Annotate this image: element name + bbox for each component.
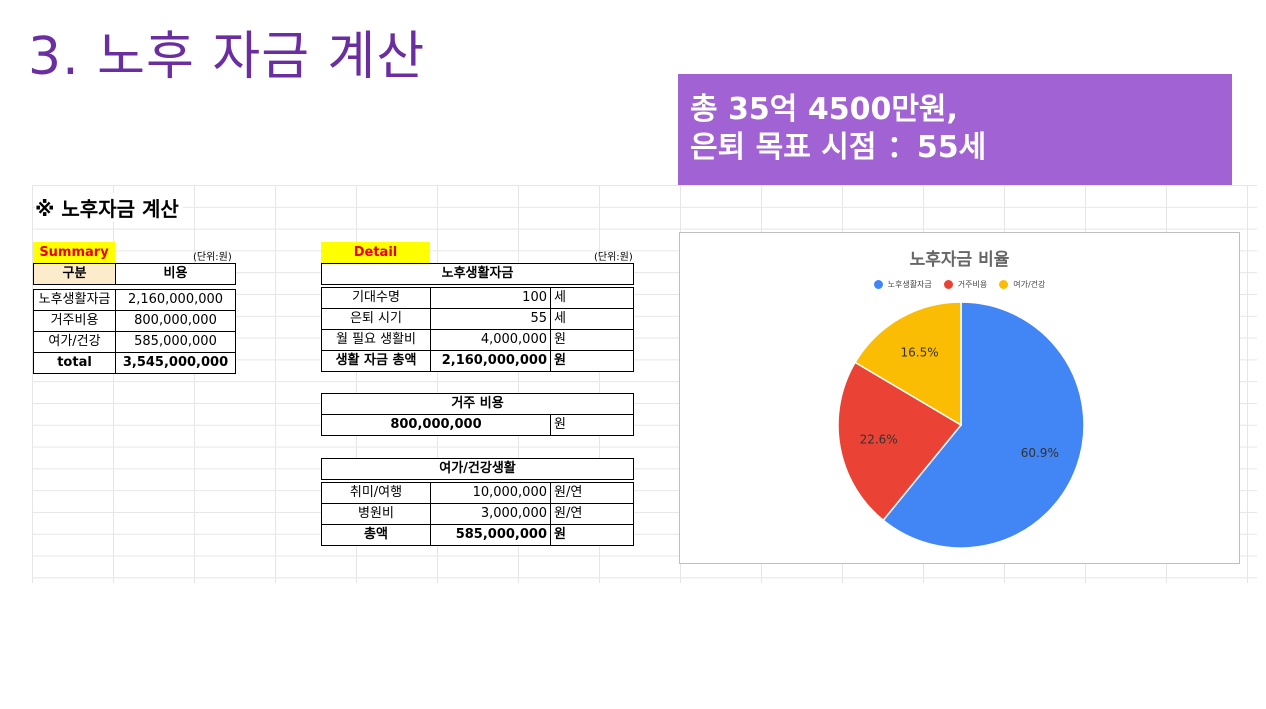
table-row: 노후생활자금 2,160,000,000 <box>33 289 236 311</box>
cell[interactable]: 2,160,000,000 <box>115 289 236 311</box>
leisure-health-table: 여가/건강생활 취미/여행 10,000,000 원/연 병원비 3,000,0… <box>321 458 634 546</box>
section-title-cell[interactable]: 노후생활자금 <box>321 263 634 285</box>
legend-label: 노후생활자금 <box>887 280 932 289</box>
table-row: 병원비 3,000,000 원/연 <box>321 503 634 525</box>
table-row: 월 필요 생활비 4,000,000 원 <box>321 329 634 351</box>
table-row: total 3,545,000,000 <box>33 352 236 374</box>
table-row: 취미/여행 10,000,000 원/연 <box>321 482 634 504</box>
cell[interactable]: 여가/건강 <box>33 331 116 353</box>
table-row: 은퇴 시기 55 세 <box>321 308 634 330</box>
table-row: 거주비용 800,000,000 <box>33 310 236 332</box>
table-row: 노후생활자금 <box>321 263 634 285</box>
legend-label: 여가/건강 <box>1013 280 1046 289</box>
summary-tag: Summary <box>33 242 115 263</box>
cell[interactable]: 2,160,000,000 <box>430 350 551 372</box>
legend-swatch <box>873 280 883 289</box>
table-row: 여가/건강생활 <box>321 458 634 480</box>
cell[interactable]: 800,000,000 <box>321 414 551 436</box>
legend-item[interactable]: 노후생활자금 <box>873 279 932 290</box>
summary-unit: (단위:원) <box>193 252 232 263</box>
cell[interactable]: 3,545,000,000 <box>115 352 236 374</box>
table-row: 거주 비용 <box>321 393 634 415</box>
pie-svg: 60.9% 22.6% 16.5% <box>837 301 1085 549</box>
section-title-cell[interactable]: 여가/건강생활 <box>321 458 634 480</box>
callout-line-2: 은퇴 목표 시점 ：55세 <box>690 130 987 165</box>
chart-title: 노후자금 비율 <box>909 250 1010 270</box>
cell[interactable]: 원 <box>550 329 634 351</box>
legend-item[interactable]: 여가/건강 <box>999 279 1045 290</box>
cell[interactable]: 생활 자금 총액 <box>321 350 431 372</box>
cell[interactable]: 원/연 <box>550 503 634 525</box>
sheet-heading: ※ 노후자금 계산 <box>35 193 183 222</box>
section-title-cell[interactable]: 거주 비용 <box>321 393 634 415</box>
summary-table: 구분 비용 노후생활자금 2,160,000,000 거주비용 800,000,… <box>33 263 236 374</box>
detail-tag: Detail <box>321 242 430 263</box>
cell[interactable]: 병원비 <box>321 503 431 525</box>
slice-label: 22.6% <box>860 433 898 447</box>
cell[interactable]: 585,000,000 <box>115 331 236 353</box>
cell[interactable]: 월 필요 생활비 <box>321 329 431 351</box>
table-row: 800,000,000 원 <box>321 414 634 436</box>
cell[interactable]: 기대수명 <box>321 287 431 309</box>
summary-callout: 총 35억 4500만원, 은퇴 목표 시점 ：55세 <box>678 74 1232 185</box>
cell[interactable]: 세 <box>550 287 634 309</box>
cell[interactable]: 원 <box>550 350 634 372</box>
pie-slice[interactable] <box>854 301 962 427</box>
cell[interactable]: 세 <box>550 308 634 330</box>
cell[interactable]: 취미/여행 <box>321 482 431 504</box>
cell[interactable]: 원 <box>550 524 634 546</box>
legend-swatch <box>999 280 1009 289</box>
housing-cost-table: 거주 비용 800,000,000 원 <box>321 393 634 436</box>
slide-title: 3. 노후 자금 계산 <box>28 27 426 87</box>
table-row: 구분 비용 <box>33 263 236 285</box>
cell[interactable]: total <box>33 352 116 374</box>
header-cell[interactable]: 비용 <box>115 263 236 285</box>
slice-label: 16.5% <box>900 345 938 359</box>
cell[interactable]: 원 <box>550 414 634 436</box>
pie-slice[interactable] <box>882 301 1085 549</box>
cell[interactable]: 거주비용 <box>33 310 116 332</box>
cell[interactable]: 4,000,000 <box>430 329 551 351</box>
table-row: 총액 585,000,000 원 <box>321 524 634 546</box>
cell[interactable]: 10,000,000 <box>430 482 551 504</box>
table-row: 생활 자금 총액 2,160,000,000 원 <box>321 350 634 372</box>
cell[interactable]: 800,000,000 <box>115 310 236 332</box>
cell[interactable]: 원/연 <box>550 482 634 504</box>
cell[interactable]: 585,000,000 <box>430 524 551 546</box>
table-row: 기대수명 100 세 <box>321 287 634 309</box>
cell[interactable]: 총액 <box>321 524 431 546</box>
callout-line-1: 총 35억 4500만원, <box>690 92 958 127</box>
slice-label: 60.9% <box>1021 446 1059 460</box>
cell[interactable]: 3,000,000 <box>430 503 551 525</box>
detail-unit: (단위:원) <box>594 252 633 263</box>
cell[interactable]: 55 <box>430 308 551 330</box>
pie-chart[interactable]: 노후자금 비율 노후생활자금 거주비용 여가/건강 60.9% 22.6% 16.5% <box>679 232 1240 564</box>
cell[interactable]: 100 <box>430 287 551 309</box>
legend-label: 거주비용 <box>957 280 988 289</box>
pie-slice[interactable] <box>837 361 963 522</box>
legend-item[interactable]: 거주비용 <box>943 279 988 290</box>
cell[interactable]: 은퇴 시기 <box>321 308 431 330</box>
table-row: 여가/건강 585,000,000 <box>33 331 236 353</box>
cell[interactable]: 노후생활자금 <box>33 289 116 311</box>
header-cell[interactable]: 구분 <box>33 263 116 285</box>
chart-legend: 노후생활자금 거주비용 여가/건강 <box>680 279 1239 290</box>
legend-swatch <box>943 280 953 289</box>
living-cost-table: 노후생활자금 기대수명 100 세 은퇴 시기 55 세 월 필요 생활비 4,… <box>321 263 634 372</box>
